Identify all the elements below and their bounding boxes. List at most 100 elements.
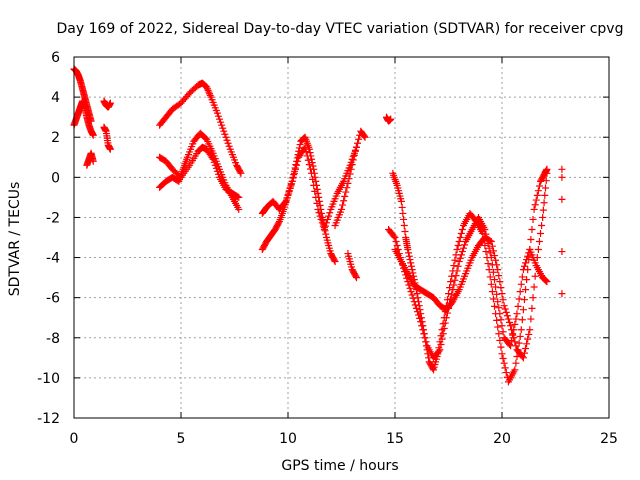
data-point [538,221,546,229]
data-point [517,280,525,288]
data-point [345,175,353,183]
data-point [352,272,360,280]
data-point [493,261,501,269]
data-point [443,296,451,304]
data-point [343,184,351,192]
data-point [514,302,522,310]
data-point [354,139,362,147]
data-point [442,314,450,322]
data-point [542,184,550,192]
x-tick-label: 0 [70,431,79,447]
data-point [438,335,446,343]
y-tick-label: -10 [37,371,60,387]
data-point [330,255,338,263]
data-point [450,281,458,289]
data-point [322,230,330,238]
data-point [467,227,475,235]
data-point [296,141,304,149]
data-point [313,199,321,207]
data-point [311,187,319,195]
data-point [524,252,532,260]
data-point [498,350,506,358]
series-arc-h [156,143,243,201]
data-point [409,294,417,302]
data-point [234,193,242,201]
data-point [457,229,465,237]
data-point [500,359,508,367]
data-point [203,85,211,93]
data-point [183,92,191,100]
data-point [421,334,429,342]
data-point [400,215,408,223]
data-point [541,191,549,199]
data-point [496,278,504,286]
data-point [454,262,462,270]
data-point [508,326,516,334]
data-point [405,252,413,260]
data-point [422,338,430,346]
data-point [456,234,464,241]
data-point [558,195,566,203]
data-point [502,369,510,377]
data-point [535,238,543,246]
data-point [355,135,363,143]
data-point [183,155,191,163]
data-point [505,318,513,326]
data-point [306,165,314,173]
data-point [458,248,466,256]
data-point [305,161,313,169]
series-arc-b [70,97,97,139]
data-point [234,203,242,211]
data-point [396,256,404,264]
data-point [505,340,513,348]
data-point [351,147,359,155]
data-point [293,161,301,169]
data-point [491,302,499,310]
data-point [532,262,540,270]
data-point [522,344,530,352]
data-point [102,127,110,135]
data-point [510,334,518,342]
data-point [191,84,199,92]
data-point [341,192,349,200]
data-point [519,266,527,274]
data-point [417,318,425,326]
y-axis-title: SDTVAR / TECUs [7,182,23,297]
data-point [542,277,550,285]
data-point [516,288,524,296]
data-point [500,302,508,310]
data-point [502,308,510,316]
data-point [201,133,209,141]
data-point [529,294,537,302]
data-point [216,115,224,123]
data-point [511,338,519,346]
data-point [516,332,524,340]
data-point [287,181,295,189]
data-point [485,236,493,244]
data-point [350,151,358,159]
data-point [315,209,323,217]
data-point [531,272,539,280]
data-point [321,222,329,230]
data-point [522,259,530,267]
data-point [275,219,283,227]
data-point [512,315,520,323]
data-point [330,256,338,264]
data-point [325,212,333,220]
data-point [214,170,222,178]
data-point [509,330,517,338]
data-point [316,212,324,220]
data-point [542,276,550,284]
data-point [455,258,463,266]
data-point [497,316,505,324]
data-point [205,88,213,96]
data-point [535,182,543,190]
data-point [210,158,218,166]
data-point [526,326,534,334]
data-point [291,165,299,173]
data-point [499,355,507,363]
data-point [406,256,414,264]
data-point [440,324,448,332]
